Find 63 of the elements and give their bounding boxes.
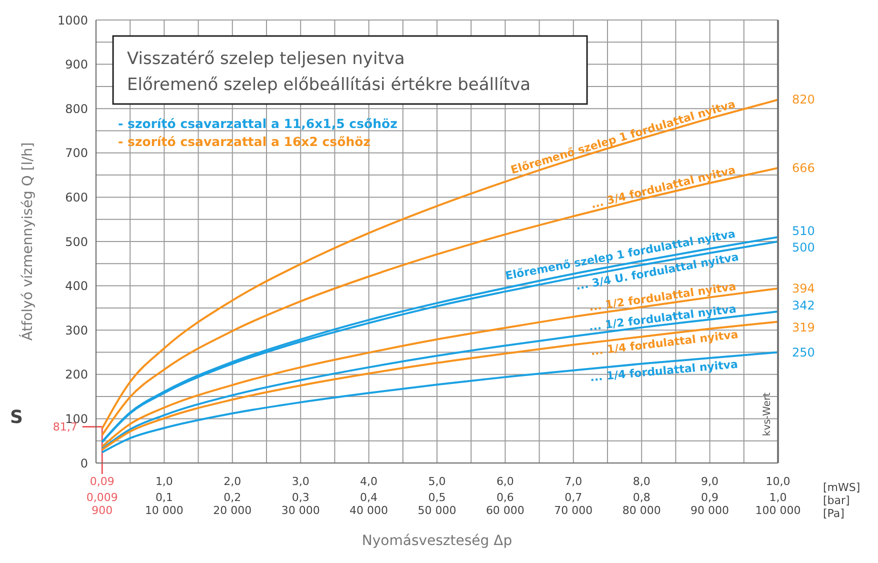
y-tick-label: 200 bbox=[65, 368, 88, 382]
y-tick-label: 300 bbox=[65, 323, 88, 338]
x-tick-label: 3,0 bbox=[292, 475, 310, 488]
y-tick-label: 0 bbox=[80, 456, 88, 470]
data-label: 394 bbox=[792, 281, 815, 296]
text: 30 000 bbox=[281, 504, 320, 517]
y-tick-label: 900 bbox=[65, 58, 88, 72]
text: S bbox=[10, 407, 23, 428]
x-tick-label: 8,0 bbox=[632, 475, 650, 488]
x2-tick-label: 0,009 bbox=[86, 491, 118, 504]
text: 60 000 bbox=[486, 504, 524, 517]
text: 40 000 bbox=[350, 504, 388, 517]
x-axis-title: Nyomásveszteség Δp bbox=[362, 533, 512, 549]
data-label: 250 bbox=[792, 345, 815, 360]
y-tick-label: 500 bbox=[65, 234, 88, 249]
x2-tick-label: 0,4 bbox=[360, 491, 378, 504]
x2-tick-label: 0,6 bbox=[496, 491, 514, 504]
x-tick-label: 0,09 bbox=[90, 475, 114, 488]
text: [bar] bbox=[823, 494, 850, 507]
x2-tick-label: 0,1 bbox=[155, 491, 173, 504]
y-tick-label: 1000 bbox=[57, 13, 88, 28]
y-tick-label: 600 bbox=[65, 190, 88, 204]
text: 70 000 bbox=[554, 504, 593, 517]
data-label: 820 bbox=[792, 92, 815, 107]
text: 50 000 bbox=[418, 504, 456, 517]
x2-tick-label: 0,2 bbox=[224, 491, 242, 504]
x-tick-label: 4,0 bbox=[360, 475, 378, 488]
data-label: 666 bbox=[792, 160, 815, 175]
x-tick-label: 1,0 bbox=[155, 475, 173, 488]
data-label: 500 bbox=[792, 240, 815, 254]
text: 900 bbox=[92, 504, 113, 517]
text: 80 000 bbox=[622, 504, 661, 517]
text: Visszatérő szelep teljesen nyitva bbox=[127, 49, 405, 69]
y-axis-title: Átfolyó vízmennyiség Q [l/h] bbox=[19, 142, 36, 341]
data-label: 319 bbox=[792, 320, 815, 335]
x-tick-label: 2,0 bbox=[224, 475, 242, 488]
x2-tick-label: 0,8 bbox=[632, 491, 650, 504]
x2-tick-label: 1,0 bbox=[769, 491, 787, 504]
text: [Pa] bbox=[823, 507, 844, 520]
text: 100 000 bbox=[755, 504, 801, 517]
x2-tick-label: 0,7 bbox=[564, 491, 582, 504]
y-tick-label: 700 bbox=[65, 146, 88, 160]
y-tick-label: 400 bbox=[65, 279, 88, 294]
annotation: kvs-Wert bbox=[762, 392, 773, 436]
data-label: 342 bbox=[792, 298, 815, 312]
annotation: - szorító csavarzattal a 11,6x1,5 csőhöz bbox=[118, 116, 398, 131]
text: [mWS] bbox=[823, 481, 860, 494]
data-label: 510 bbox=[792, 224, 815, 238]
x-tick-label: 7,0 bbox=[564, 475, 582, 488]
text: Előremenő szelep előbeállítási értékre beállítva bbox=[127, 75, 531, 95]
text: 90 000 bbox=[690, 504, 730, 517]
x-tick-label: 5,0 bbox=[428, 475, 446, 488]
x-tick-label: 6,0 bbox=[496, 475, 514, 488]
x2-tick-label: 0,5 bbox=[428, 491, 446, 504]
text: 10 000 bbox=[144, 504, 184, 517]
x-tick-label: 10,0 bbox=[766, 475, 790, 488]
text: 20 000 bbox=[213, 504, 252, 517]
text: ... 1/4 fordulattal nyitva bbox=[590, 358, 738, 384]
y-tick-label: 800 bbox=[65, 102, 88, 116]
x2-tick-label: 0,3 bbox=[292, 491, 310, 504]
annotation: - szorító csavarzattal a 16x2 csőhöz bbox=[118, 134, 370, 149]
x-tick-label: 9,0 bbox=[701, 475, 719, 488]
x2-tick-label: 0,9 bbox=[701, 491, 719, 504]
